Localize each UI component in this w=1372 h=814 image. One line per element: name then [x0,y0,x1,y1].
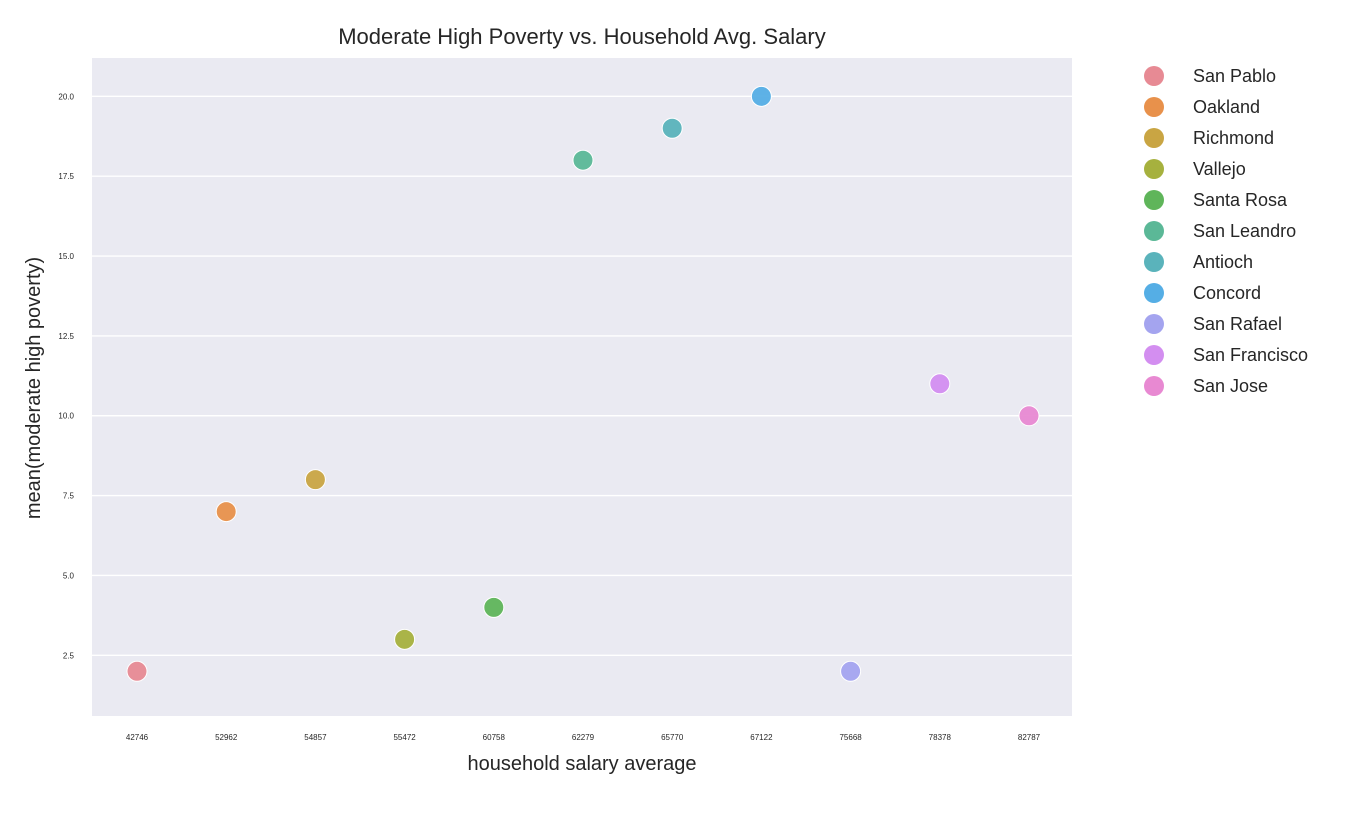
x-tick-label: 82787 [1018,733,1041,742]
data-point [573,150,593,170]
data-point [662,118,682,138]
data-point [127,661,147,681]
legend-marker [1144,314,1164,334]
legend-entry: Vallejo [1193,159,1246,179]
y-tick-label: 20.0 [58,92,74,101]
data-point [1019,406,1039,426]
x-tick-label: 42746 [126,733,149,742]
data-point [484,597,504,617]
y-axis-label: mean(moderate high poverty) [23,257,45,519]
legend-marker [1144,252,1164,272]
data-point [751,86,771,106]
x-tick-label: 65770 [661,733,684,742]
legend-entry: San Leandro [1193,221,1296,241]
data-point [216,502,236,522]
y-tick-label: 5.0 [63,571,75,580]
legend-entry: Santa Rosa [1193,190,1288,210]
x-tick-label: 78378 [929,733,952,742]
x-axis-label: household salary average [467,753,696,775]
x-tick-label: 55472 [393,733,416,742]
data-point [395,629,415,649]
legend-marker [1144,283,1164,303]
legend-entry: San Pablo [1193,66,1276,86]
legend-marker [1144,159,1164,179]
data-point [930,374,950,394]
y-tick-label: 2.5 [63,651,75,660]
legend-entry: San Francisco [1193,345,1308,365]
legend-entry: San Rafael [1193,314,1282,334]
x-tick-label: 67122 [750,733,773,742]
legend-marker [1144,128,1164,148]
chart-title: Moderate High Poverty vs. Household Avg.… [338,24,826,49]
legend-marker [1144,221,1164,241]
x-tick-label: 52962 [215,733,238,742]
legend: San Pablo Oakland Richmond Vallejo Santa Ros… [1144,66,1308,396]
x-tick-label: 75668 [839,733,862,742]
legend-entry: San Jose [1193,376,1268,396]
data-point [841,661,861,681]
x-tick-label: 62279 [572,733,595,742]
legend-marker [1144,190,1164,210]
legend-entry: Concord [1193,283,1261,303]
y-tick-label: 10.0 [58,412,74,421]
legend-entry: Antioch [1193,252,1253,272]
legend-marker [1144,345,1164,365]
legend-entry: Oakland [1193,97,1260,117]
y-tick-label: 17.5 [58,172,74,181]
legend-marker [1144,66,1164,86]
y-tick-label: 12.5 [58,332,74,341]
y-tick-label: 15.0 [58,252,74,261]
legend-marker [1144,376,1164,396]
x-tick-label: 60758 [483,733,506,742]
data-point [305,470,325,490]
legend-marker [1144,97,1164,117]
legend-entry: Richmond [1193,128,1274,148]
y-tick-label: 7.5 [63,492,75,501]
x-tick-label: 54857 [304,733,327,742]
